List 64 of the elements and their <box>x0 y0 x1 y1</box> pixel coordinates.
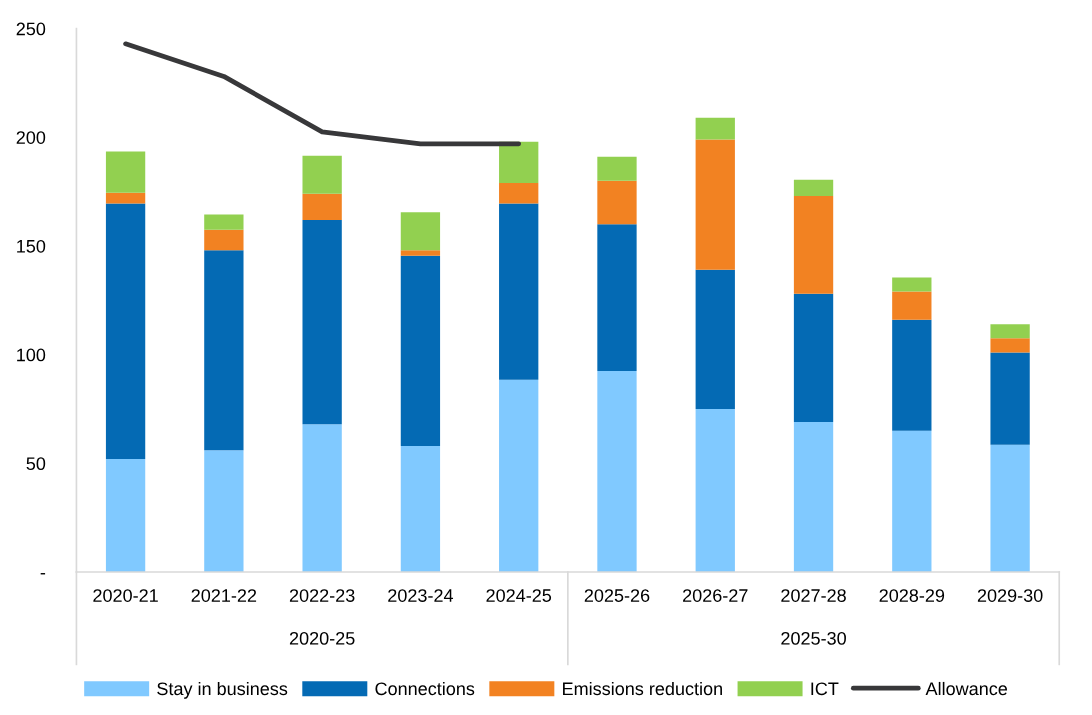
bar <box>990 324 1030 339</box>
legend-label: Stay in business <box>157 681 288 699</box>
bar <box>695 269 735 409</box>
line-series <box>123 41 522 147</box>
x-tick-label: 2028-29 <box>879 589 945 602</box>
bar <box>597 370 637 572</box>
x-tick-label: 2026-27 <box>683 589 748 602</box>
x-tick-label: 2025-26 <box>584 589 650 602</box>
bar <box>204 229 244 251</box>
y-tick-label: 150 <box>17 239 46 253</box>
y-tick-label: 200 <box>16 131 46 144</box>
bar <box>105 151 146 193</box>
legend-label: ICT <box>811 682 839 696</box>
x-tick-label: 2021-22 <box>191 589 257 602</box>
legend-label: Connections <box>375 681 475 696</box>
bar <box>597 224 637 371</box>
bar <box>302 219 342 425</box>
bar <box>499 182 539 204</box>
bar <box>892 277 932 292</box>
bar <box>400 212 441 251</box>
bar <box>204 250 244 451</box>
y-tick-label: 50 <box>26 457 46 471</box>
y-tick-label: 100 <box>17 348 46 362</box>
bar <box>499 203 539 380</box>
y-tick-label: - <box>40 573 46 575</box>
legend-label: Allowance <box>925 681 1008 696</box>
bar <box>400 255 441 446</box>
bar <box>499 379 539 572</box>
bar <box>597 180 637 225</box>
bar <box>892 319 932 431</box>
bar <box>105 203 146 459</box>
bar <box>302 193 342 220</box>
bar <box>793 422 834 572</box>
bar <box>793 179 834 196</box>
bar <box>892 291 932 320</box>
bar <box>892 430 932 572</box>
bar <box>597 156 637 181</box>
x-tick-label: 2023-24 <box>388 589 454 602</box>
y-tick-label: 250 <box>16 22 46 36</box>
bar <box>695 117 735 140</box>
bar <box>793 293 834 423</box>
bar <box>400 250 441 256</box>
bar <box>400 445 441 572</box>
text: 2020-25 <box>289 631 355 645</box>
bar <box>990 352 1030 445</box>
x-tick-label: 2020-21 <box>93 589 158 602</box>
bar <box>695 408 735 572</box>
bar <box>204 450 244 572</box>
bar <box>105 192 146 204</box>
bar <box>499 141 539 183</box>
x-tick-label: 2027-28 <box>781 589 846 602</box>
bar <box>204 214 244 230</box>
bar <box>990 444 1030 572</box>
bar <box>990 338 1030 353</box>
x-tick-label: 2022-23 <box>289 589 355 602</box>
x-tick-label: 2029-30 <box>977 589 1043 602</box>
bar <box>302 424 342 572</box>
bar <box>302 155 342 194</box>
bar <box>695 139 735 270</box>
legend-label: Emissions reduction <box>563 681 722 696</box>
text: 2025-30 <box>781 631 846 645</box>
bar <box>105 458 146 572</box>
bar <box>793 195 834 294</box>
x-tick-label: 2024-25 <box>486 589 552 602</box>
